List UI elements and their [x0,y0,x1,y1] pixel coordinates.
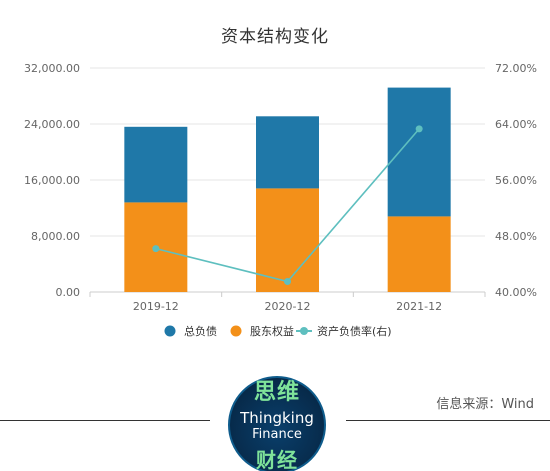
bar-debt [124,126,188,203]
y-tick-right: 72.00% [495,62,537,75]
ratio-point [415,125,423,133]
ratio-point [284,278,291,285]
bar-equity [256,188,319,292]
bar-equity [387,216,451,292]
x-tick-label: 2019-12 [133,300,179,313]
logo-text-thingking: Thingking [240,409,314,427]
legend-marker [164,325,176,337]
brand-logo: 思维 Thingking Finance 财经 [228,372,326,471]
x-tick-label: 2020-12 [265,300,311,313]
source-note: 信息来源：Wind [436,397,534,412]
bar-debt [256,116,319,189]
footer-divider-right [346,420,550,421]
logo-badge [228,376,326,471]
ratio-point [152,245,160,253]
y-tick-left: 24,000.00 [24,118,80,131]
y-tick-right: 64.00% [495,118,537,131]
legend-label: 资产负债率(右) [317,324,392,338]
y-tick-left: 16,000.00 [24,174,80,187]
legend-marker [300,327,308,335]
footer-divider-left [0,420,210,421]
chart-title: 资本结构变化 [221,27,329,47]
y-tick-right: 48.00% [495,230,537,243]
legend-marker [230,325,242,337]
y-tick-right: 56.00% [495,174,537,187]
x-tick-label: 2021-12 [396,300,442,313]
chart-plot: 0.00 40.00% 8,000.00 48.00% 16,000.00 56.00% 2… [24,62,537,338]
logo-text-top: 思维 [253,380,300,405]
legend-label: 总负债 [184,324,217,338]
y-tick-left: 0.00 [56,286,81,299]
logo-text-bottom: 财经 [256,448,298,471]
logo-text-finance: Finance [252,427,302,442]
y-tick-right: 40.00% [495,286,537,299]
bar-debt [387,87,451,217]
y-tick-left: 8,000.00 [31,230,80,243]
y-tick-left: 32,000.00 [24,62,80,75]
legend-label: 股东权益 [250,324,294,338]
